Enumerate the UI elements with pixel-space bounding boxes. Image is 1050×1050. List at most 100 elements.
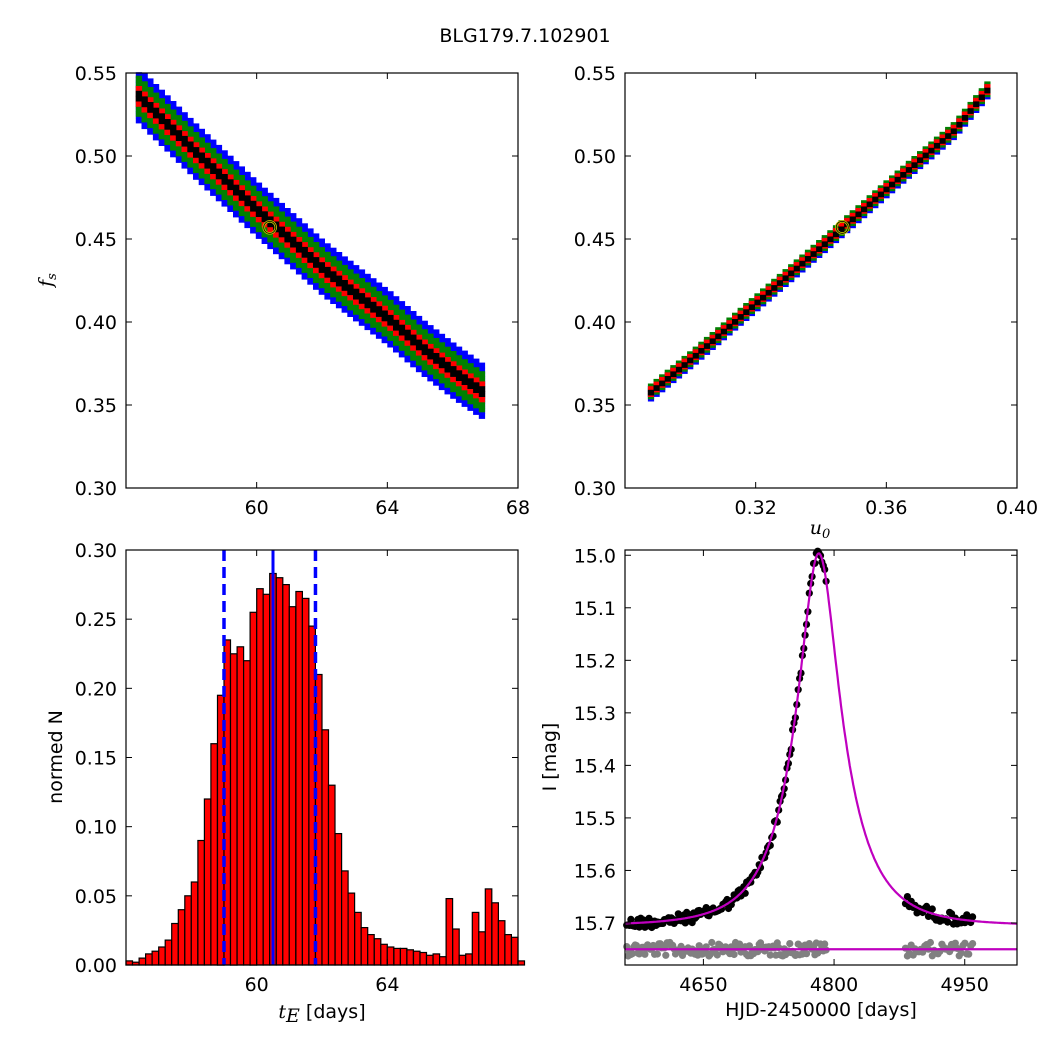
heatmap-cell: [284, 242, 291, 248]
heatmap-cell: [215, 188, 223, 195]
heatmap-cell: [290, 257, 297, 263]
histogram-bar: [458, 954, 467, 966]
light-curve-points: [623, 547, 1017, 960]
heatmap-cell: [284, 221, 291, 228]
heatmap-cell: [278, 253, 285, 260]
heatmap-cell: [324, 272, 331, 278]
heatmap-cell: [473, 372, 480, 378]
heatmap-cell: [353, 288, 360, 295]
heatmap-cell: [244, 176, 251, 183]
heatmap-cell: [788, 270, 795, 277]
heatmap-cell: [928, 147, 935, 154]
heatmap-cell: [950, 128, 957, 135]
heatmap-cell: [358, 298, 366, 304]
heatmap-cell: [141, 111, 148, 118]
histogram-bar: [497, 920, 506, 966]
histogram-bar: [380, 943, 388, 966]
heatmap-cell: [444, 357, 451, 363]
heatmap-cell: [187, 161, 194, 168]
heatmap-cell: [210, 158, 217, 165]
histogram-bar: [262, 593, 271, 966]
heatmap-cell: [295, 218, 303, 224]
heatmap-cell: [324, 243, 331, 249]
heatmap-cell: [255, 221, 263, 228]
heatmap-cell: [261, 192, 268, 199]
heatmap-cell: [313, 247, 320, 253]
heatmap-cell: [135, 86, 143, 92]
heatmap-cell: [450, 366, 457, 372]
y-axis-label: fs: [35, 273, 60, 289]
heatmap-cell: [273, 216, 280, 223]
heatmap-cell: [278, 211, 285, 218]
heatmap-cell: [427, 338, 434, 345]
heatmap-cell: [782, 271, 789, 278]
heatmap-cell: [905, 167, 912, 173]
y-tick-label: 15.5: [574, 808, 616, 830]
heatmap-cell: [164, 95, 171, 101]
heatmap-cell: [681, 362, 688, 368]
heatmap-cell: [687, 354, 694, 360]
heatmap-cell: [284, 226, 291, 233]
heatmap-cell: [433, 338, 440, 344]
panel-tE-histogram: 60 64 0.00 0.05 0.10 0.15 0.20 0.25 0.30 normed …: [45, 540, 526, 1027]
heatmap-cell: [164, 100, 171, 107]
heatmap-cell: [261, 196, 268, 202]
heatmap-cell: [335, 252, 343, 258]
heatmap-cell: [375, 306, 383, 312]
heatmap-cell: [973, 97, 980, 104]
heatmap-cell: [221, 179, 228, 185]
heatmap-cell: [164, 108, 171, 115]
x-tick-label: 64: [375, 497, 399, 519]
heatmap-cell: [227, 169, 234, 175]
heatmap-cell: [210, 139, 217, 146]
heatmap-cell: [313, 284, 320, 290]
heatmap-cell: [467, 393, 474, 400]
heatmap-cell: [204, 142, 211, 149]
heatmap-cell: [278, 231, 285, 238]
heatmap-cell: [421, 371, 428, 377]
heatmap-cell: [427, 369, 434, 375]
heatmap-cell: [438, 357, 446, 364]
heatmap-cell: [726, 320, 733, 326]
heatmap-cell: [215, 183, 223, 190]
heatmap-cell: [917, 153, 924, 160]
heatmap-cell: [152, 134, 160, 141]
histogram-bar: [190, 881, 199, 966]
heatmap-cell: [290, 218, 297, 224]
heatmap-cell: [659, 380, 666, 387]
heatmap-cell: [861, 203, 868, 209]
heatmap-cell: [210, 183, 217, 190]
heatmap-cell: [164, 103, 171, 110]
heatmap-cell: [301, 267, 308, 273]
heatmap-cell: [433, 348, 440, 354]
heatmap-cell: [804, 252, 812, 259]
heatmap-cell: [313, 238, 320, 245]
heatmap-cell: [227, 155, 234, 162]
heatmap-cell: [364, 307, 371, 314]
heatmap-cell: [324, 266, 331, 273]
heatmap-cell: [193, 142, 200, 148]
heatmap-cell: [347, 311, 354, 317]
heatmap-cell: [238, 166, 245, 173]
heatmap-cell: [147, 117, 154, 123]
y-tick-label: 0.30: [574, 478, 616, 500]
heatmap-cell: [301, 223, 308, 229]
heatmap-cell: [438, 362, 446, 369]
heatmap-cell: [141, 91, 148, 98]
heatmap-cell: [421, 339, 428, 346]
heatmap-cell: [404, 324, 411, 331]
heatmap-cell: [393, 304, 400, 311]
heatmap-cell: [210, 190, 217, 196]
heatmap-cell: [358, 278, 366, 284]
heatmap-cell: [250, 185, 257, 192]
heatmap-cell: [152, 89, 160, 95]
heatmap-cell: [433, 380, 440, 386]
heatmap-cell: [227, 164, 234, 170]
residual-point: [713, 951, 721, 959]
heatmap-cell: [387, 314, 394, 321]
heatmap-cell: [838, 226, 845, 233]
heatmap-cell: [158, 108, 165, 115]
heatmap-cell: [318, 257, 325, 264]
y-tick-label: 0.30: [75, 540, 117, 562]
heatmap-cell: [473, 409, 480, 415]
